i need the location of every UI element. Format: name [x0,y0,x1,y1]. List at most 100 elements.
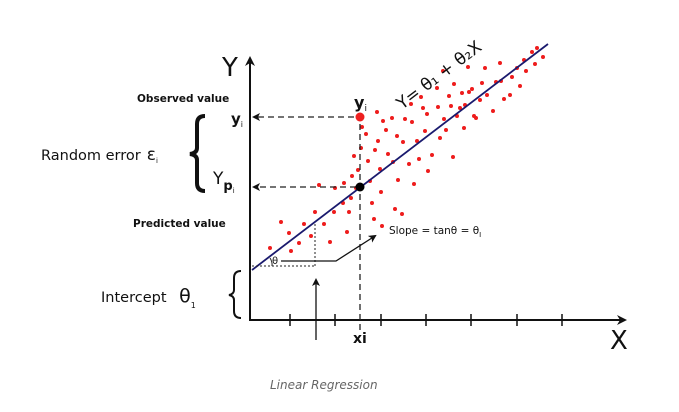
data-point [345,230,349,234]
observed-value-label: Observed value [137,93,229,105]
predicted-point [355,182,365,192]
data-points [268,46,545,253]
data-point [360,125,364,129]
data-point [370,201,374,205]
data-point [417,157,421,161]
data-point [328,240,332,244]
data-point [502,97,506,101]
data-point [452,82,456,86]
data-point [467,90,471,94]
x-axis-ticks [289,314,563,326]
data-point [425,112,429,116]
data-point [407,162,411,166]
data-point [410,120,414,124]
data-point [366,159,370,163]
slope-triangle [252,222,316,267]
data-point [462,126,466,130]
data-point [372,217,376,221]
data-point [279,220,283,224]
data-point [378,167,382,171]
projection-guides [252,113,361,330]
data-point [442,117,446,121]
data-point [436,105,440,109]
observed-point-label: yi [354,93,367,114]
data-point [347,210,351,214]
data-point [415,139,419,143]
data-point [349,196,353,200]
data-point [441,69,445,73]
data-point [268,246,272,250]
y-axis-label: Y [221,53,238,83]
slope-label: Slope = tanθ = θI [389,225,481,239]
data-point [322,222,326,226]
error-brace [189,114,206,193]
regression-line [251,43,549,271]
data-point [297,241,301,245]
data-point [409,102,413,106]
data-point [491,109,495,113]
data-point [483,66,487,70]
data-point [356,168,360,172]
data-point [364,132,368,136]
data-point [380,224,384,228]
data-point [384,128,388,132]
data-point [375,110,379,114]
data-point [460,91,464,95]
data-point [373,148,377,152]
data-point [379,190,383,194]
data-point [451,155,455,159]
data-point [287,231,291,235]
data-point [466,65,470,69]
data-point [419,95,423,99]
data-point [449,104,453,108]
data-point [395,134,399,138]
data-point [458,106,462,110]
data-point [524,69,528,73]
data-point [393,207,397,211]
data-point [518,84,522,88]
data-point [421,106,425,110]
diagram-caption: Linear Regression [270,378,378,392]
data-point [403,117,407,121]
observed-point [355,112,365,122]
predicted-value-label: Predicted value [133,218,226,230]
data-point [510,75,514,79]
data-point [444,128,448,132]
data-point [478,98,482,102]
data-point [480,81,484,85]
x-axis-label: X [610,326,628,356]
data-point [309,234,313,238]
angle-arc [269,257,273,267]
data-point [430,153,434,157]
data-point [426,169,430,173]
axes: Y X xi [221,53,628,356]
data-point [498,61,502,65]
data-point [302,222,306,226]
data-point [332,210,336,214]
x-marker-label: xi [353,331,367,347]
data-point [412,182,416,186]
data-point [289,249,293,253]
data-point [447,94,451,98]
data-point [541,55,545,59]
data-point [352,154,356,158]
data-point [401,140,405,144]
data-point [400,212,404,216]
data-point [381,119,385,123]
data-point [396,178,400,182]
observed-y-label: yi [231,110,243,129]
predicted-y-label: Ypi [212,169,235,195]
data-point [530,50,534,54]
data-point [350,174,354,178]
data-point [317,183,321,187]
data-point [533,62,537,66]
data-point [386,152,390,156]
data-point [474,116,478,120]
slope-pointer [281,234,377,262]
data-point [423,129,427,133]
data-point [470,87,474,91]
data-point [390,116,394,120]
intercept-label: Intercept θ1 [101,285,196,310]
data-point [313,210,317,214]
